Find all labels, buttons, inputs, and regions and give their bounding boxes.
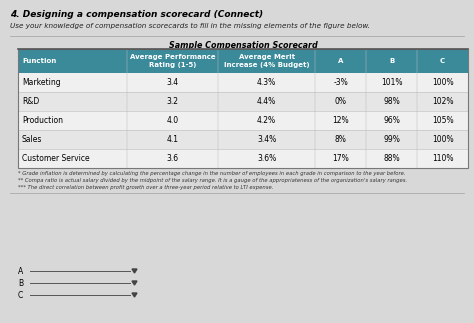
Text: Function: Function (22, 58, 56, 64)
Bar (18, 130, 468, 149)
Text: Marketing: Marketing (22, 78, 61, 87)
Text: A: A (18, 266, 23, 276)
Polygon shape (132, 281, 137, 285)
Text: Average Merit
Increase (4% Budget): Average Merit Increase (4% Budget) (224, 55, 310, 68)
Text: ** Compa ratio is actual salary divided by the midpoint of the salary range. It : ** Compa ratio is actual salary divided … (18, 178, 407, 183)
Text: 8%: 8% (335, 135, 346, 144)
Text: 3.4%: 3.4% (257, 135, 276, 144)
Polygon shape (132, 269, 137, 273)
Text: 100%: 100% (432, 78, 453, 87)
Text: C: C (440, 58, 445, 64)
Text: Sales: Sales (22, 135, 42, 144)
Text: Average Performance
Rating (1-5): Average Performance Rating (1-5) (130, 55, 216, 68)
Text: 4.4%: 4.4% (257, 97, 276, 106)
Text: *** The direct correlation between profit growth over a three-year period relati: *** The direct correlation between profi… (18, 185, 273, 190)
Text: R&D: R&D (22, 97, 39, 106)
Text: C: C (18, 290, 23, 299)
Text: 110%: 110% (432, 154, 453, 163)
Text: 17%: 17% (332, 154, 349, 163)
Text: A: A (338, 58, 343, 64)
Text: Use your knowledge of compensation scorecards to fill in the missing elements of: Use your knowledge of compensation score… (10, 23, 370, 29)
Bar (18, 73, 468, 92)
Text: Production: Production (22, 116, 63, 125)
Text: 4.1: 4.1 (167, 135, 179, 144)
Bar (18, 92, 468, 111)
Text: 88%: 88% (383, 154, 400, 163)
Text: 4.2%: 4.2% (257, 116, 276, 125)
Text: -3%: -3% (333, 78, 348, 87)
Text: B: B (389, 58, 394, 64)
Text: * Grade inflation is determined by calculating the percentage change in the numb: * Grade inflation is determined by calcu… (18, 171, 405, 176)
Bar (18, 149, 468, 168)
Text: 3.4: 3.4 (166, 78, 179, 87)
Text: 96%: 96% (383, 116, 400, 125)
Text: Sample Compensation Scorecard: Sample Compensation Scorecard (169, 41, 318, 50)
Bar (18, 49, 468, 73)
Text: 3.2: 3.2 (167, 97, 179, 106)
Text: 3.6: 3.6 (166, 154, 179, 163)
Text: 105%: 105% (432, 116, 453, 125)
Text: 4. Designing a compensation scorecard (Connect): 4. Designing a compensation scorecard (C… (10, 10, 263, 19)
Text: Customer Service: Customer Service (22, 154, 90, 163)
Bar (18, 49, 468, 168)
Polygon shape (132, 293, 137, 297)
Text: 3.6%: 3.6% (257, 154, 276, 163)
Text: 12%: 12% (332, 116, 349, 125)
Text: 98%: 98% (383, 97, 400, 106)
Text: 101%: 101% (381, 78, 402, 87)
Text: 0%: 0% (335, 97, 346, 106)
Text: 100%: 100% (432, 135, 453, 144)
Text: 102%: 102% (432, 97, 453, 106)
Text: 4.3%: 4.3% (257, 78, 276, 87)
Text: 4.0: 4.0 (166, 116, 179, 125)
Text: 99%: 99% (383, 135, 400, 144)
Bar (18, 111, 468, 130)
Bar (18, 49, 468, 168)
Text: B: B (18, 278, 23, 287)
